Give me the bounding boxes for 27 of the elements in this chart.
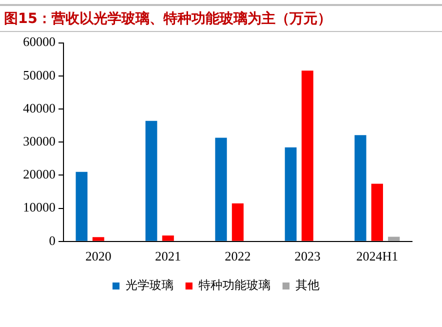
y-tick-label: 60000 <box>23 34 56 50</box>
x-tick-label: 2020 <box>85 248 112 264</box>
bar <box>145 120 158 241</box>
x-tick-label: 2023 <box>294 248 320 264</box>
bar <box>162 235 174 241</box>
legend-label: 光学玻璃 <box>126 278 174 292</box>
x-tick-label: 2024H1 <box>356 248 398 264</box>
chart-title: 图15：营收以光学玻璃、特种功能玻璃为主（万元） <box>0 4 442 32</box>
bar <box>302 70 314 241</box>
bar <box>232 203 244 241</box>
bar <box>284 147 297 241</box>
y-tick-label: 10000 <box>23 200 56 215</box>
bar <box>92 237 104 241</box>
x-tick-label: 2021 <box>155 248 182 264</box>
y-tick-label: 50000 <box>23 67 56 82</box>
y-tick-label: 40000 <box>23 100 56 116</box>
x-tick-label: 2022 <box>224 248 251 264</box>
legend-label: 特种功能玻璃 <box>198 278 270 292</box>
bar <box>354 135 366 241</box>
bar <box>76 172 88 241</box>
bar <box>215 138 227 241</box>
bar <box>388 236 400 241</box>
y-tick-label: 20000 <box>23 166 56 182</box>
bar <box>371 184 384 241</box>
y-tick-label: 0 <box>49 232 56 248</box>
y-tick-label: 30000 <box>23 134 56 149</box>
legend-label: 其他 <box>296 278 320 292</box>
